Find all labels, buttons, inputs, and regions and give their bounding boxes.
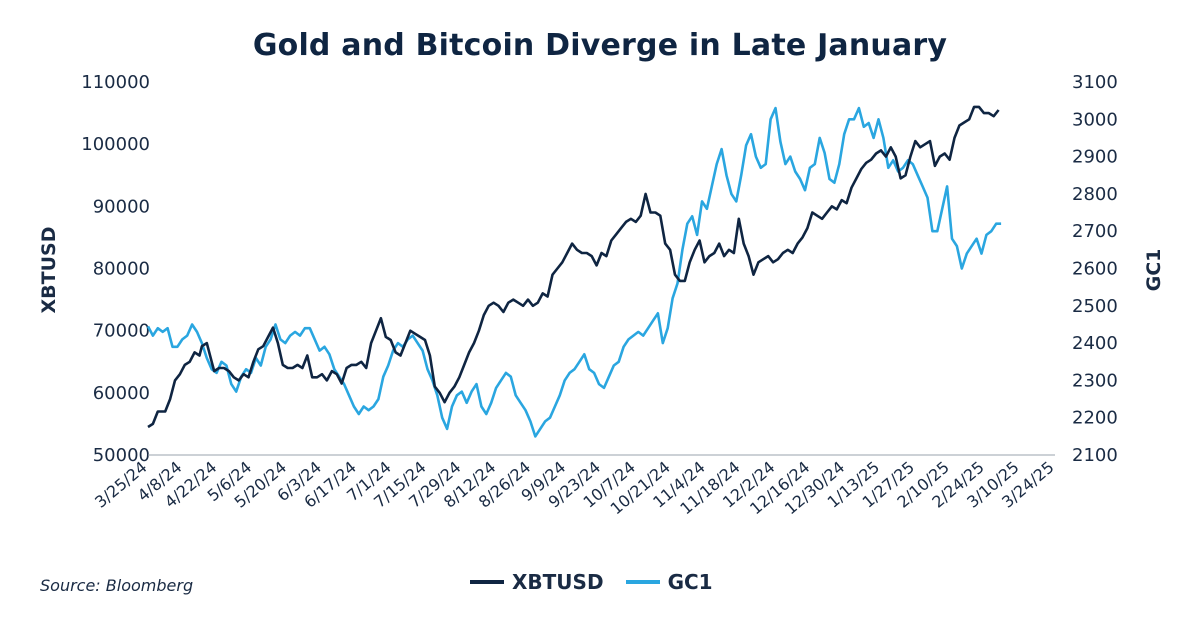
- right-axis-label: GC1: [1143, 249, 1165, 292]
- left-axis-ticks: 110000 100000 90000 80000 70000 60000 50000: [81, 72, 150, 466]
- legend-item-xbtusd: XBTUSD: [470, 570, 604, 594]
- legend-label-xbtusd: XBTUSD: [512, 570, 604, 594]
- right-tick-label: 2700: [1072, 221, 1118, 242]
- chart-title: Gold and Bitcoin Diverge in Late January: [252, 28, 948, 63]
- series-line-xbtusd: [147, 105, 1000, 429]
- legend-swatch-gc1: [625, 580, 660, 584]
- right-tick-label: 2100: [1072, 445, 1118, 466]
- left-tick-label: 110000: [81, 72, 150, 93]
- right-tick-label: 2900: [1072, 147, 1118, 168]
- legend-label-gc1: GC1: [667, 570, 713, 594]
- right-tick-label: 2300: [1072, 370, 1118, 391]
- right-tick-label: 2800: [1072, 184, 1118, 205]
- right-tick-label: 2500: [1072, 296, 1118, 317]
- right-tick-label: 2200: [1072, 408, 1118, 429]
- left-tick-label: 70000: [93, 321, 150, 342]
- right-tick-label: 2400: [1072, 333, 1118, 354]
- left-tick-label: 100000: [81, 134, 150, 155]
- right-axis-ticks: 3100 3000 2900 2800 2700 2600 2500 2400 2300 2200…: [1072, 72, 1118, 466]
- x-axis-ticks: 3/25/244/8/244/22/245/6/245/20/246/3/246…: [91, 458, 1057, 519]
- left-tick-label: 80000: [93, 259, 150, 280]
- right-tick-label: 3000: [1072, 109, 1118, 130]
- source-note: Source: Bloomberg: [40, 576, 194, 595]
- right-tick-label: 3100: [1072, 72, 1118, 93]
- legend-item-gc1: GC1: [625, 570, 713, 594]
- left-tick-label: 50000: [93, 445, 150, 466]
- legend-swatch-xbtusd: [470, 580, 504, 584]
- series-line-gc1: [146, 106, 1002, 438]
- left-axis-label: XBTUSD: [38, 227, 60, 314]
- legend: XBTUSD GC1: [470, 570, 713, 594]
- series-layer: [146, 105, 1002, 438]
- left-tick-label: 90000: [93, 196, 150, 217]
- right-tick-label: 2600: [1072, 259, 1118, 280]
- left-tick-label: 60000: [93, 383, 150, 404]
